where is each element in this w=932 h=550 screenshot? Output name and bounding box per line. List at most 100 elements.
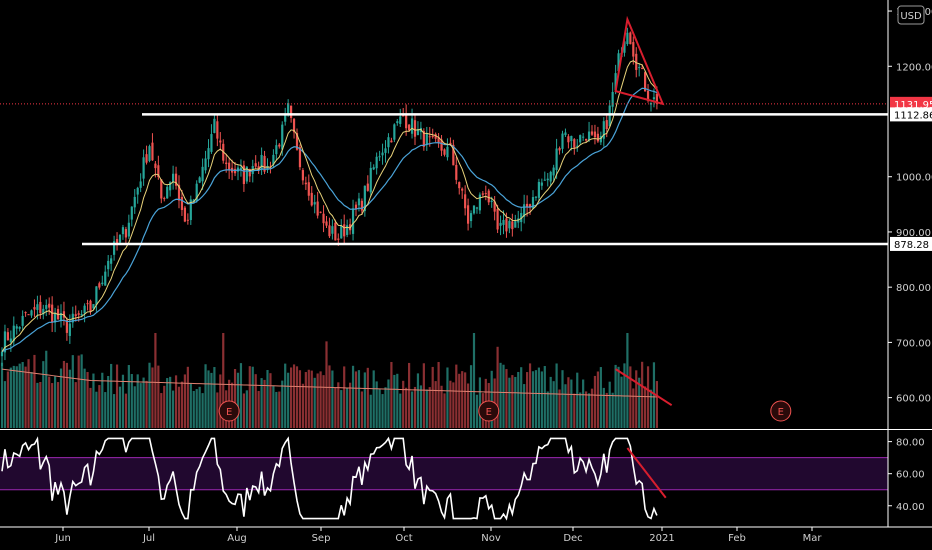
candle-body — [543, 179, 546, 181]
volume-bar — [357, 370, 361, 428]
candle-body — [443, 149, 446, 155]
candle-body — [160, 179, 163, 199]
volume-bar — [587, 393, 591, 428]
volume-bar — [130, 374, 133, 428]
volume-bar — [363, 372, 366, 428]
candle-body — [626, 32, 629, 45]
candle-body — [281, 124, 284, 150]
candle-body — [121, 227, 125, 235]
volume-bar — [528, 363, 532, 428]
volume-bar — [74, 382, 77, 428]
candle-body — [644, 72, 647, 92]
volume-bar — [110, 363, 113, 428]
volume-bar — [177, 386, 181, 428]
volume-bar — [201, 393, 204, 428]
price-tick-label: 700.00 — [896, 338, 931, 349]
time-tick-label: Dec — [563, 533, 582, 544]
overlay-layer — [1, 60, 658, 353]
candle-body — [298, 147, 302, 168]
candle-body — [561, 133, 564, 149]
volume-bar — [54, 376, 57, 428]
volume-bar — [443, 393, 446, 428]
volume-bar — [133, 386, 136, 428]
volume-bar — [27, 359, 30, 428]
candle-body — [363, 185, 366, 212]
candle-body — [54, 312, 57, 323]
volume-bar — [33, 354, 36, 428]
volume-bar — [113, 394, 116, 428]
volume-bar — [269, 373, 272, 428]
candle-body — [582, 136, 585, 138]
volume-bar — [399, 393, 402, 428]
candle-body — [148, 146, 151, 161]
volume-bar — [638, 377, 641, 428]
volume-bar — [101, 372, 104, 428]
volume-bar — [163, 385, 166, 428]
time-tick-label: Mar — [803, 533, 823, 544]
candle-body — [157, 165, 160, 178]
volume-bar — [502, 364, 505, 428]
rsi-trend-line — [626, 447, 667, 499]
volume-bar — [405, 387, 408, 428]
candle-body — [593, 131, 597, 138]
candle-body — [180, 197, 184, 210]
candle-body — [508, 220, 511, 229]
volume-bar — [195, 389, 198, 428]
candle-body — [416, 129, 420, 136]
volume-bar — [555, 363, 558, 428]
volume-bar — [543, 366, 546, 428]
candle-body — [287, 103, 290, 116]
volume-bar — [534, 370, 538, 428]
volume-bar — [546, 391, 549, 428]
volume-bar — [124, 393, 127, 428]
candle-body — [74, 314, 77, 317]
volume-bar — [428, 387, 431, 428]
candle-body — [204, 158, 207, 171]
candle-body — [3, 331, 7, 353]
volume-bar — [287, 372, 290, 428]
candle-body — [124, 229, 127, 238]
volume-bar — [402, 380, 405, 428]
volume-bar — [655, 381, 658, 428]
volume-bar — [393, 374, 396, 428]
candle-body — [101, 282, 104, 285]
candle-body — [623, 41, 626, 53]
candle-body — [292, 118, 296, 133]
volume-bar — [576, 372, 579, 428]
candle-body — [213, 118, 216, 133]
candle-body — [95, 286, 98, 305]
price-tick-label: 800.00 — [896, 283, 931, 294]
candle-body — [614, 73, 617, 91]
candle-body — [275, 145, 278, 155]
candle-body — [399, 116, 402, 124]
volume-bar — [48, 376, 51, 428]
candle-body — [0, 351, 4, 357]
candle-body — [531, 197, 535, 209]
usd-badge[interactable]: USD — [897, 5, 925, 25]
volume-bar — [310, 370, 313, 428]
volume-bar — [614, 364, 617, 428]
candle-body — [118, 235, 122, 243]
volume-bar — [290, 367, 293, 428]
volume-bar — [62, 360, 66, 428]
volume-bar — [59, 368, 63, 428]
candle-body — [405, 113, 408, 129]
volume-bar — [266, 370, 269, 428]
volume-bar — [186, 366, 189, 428]
candle-body — [322, 213, 325, 224]
candle-body — [372, 167, 375, 170]
candle-body — [110, 258, 113, 264]
volume-bar — [51, 383, 54, 428]
candle-body — [596, 133, 599, 142]
candle-body — [263, 155, 266, 172]
candle-body — [431, 135, 434, 138]
volume-bar — [56, 382, 60, 428]
candle-body — [387, 137, 390, 148]
volume-bar — [80, 354, 83, 428]
candle-body — [520, 213, 523, 223]
candle-body — [260, 154, 263, 170]
volume-bar — [292, 364, 296, 428]
